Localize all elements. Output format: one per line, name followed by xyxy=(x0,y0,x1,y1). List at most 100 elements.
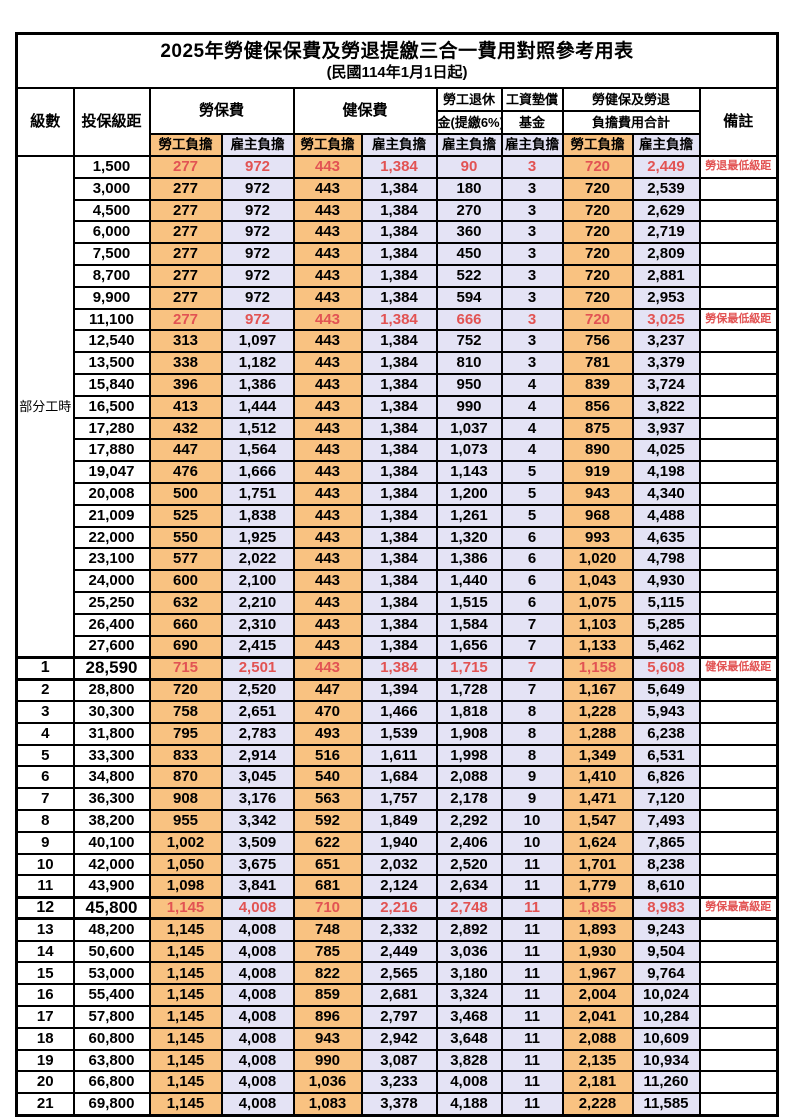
cell-total-employer: 7,493 xyxy=(631,808,701,833)
cell-salary-bracket: 33,300 xyxy=(72,743,151,768)
cell-level: 20 xyxy=(15,1070,75,1095)
table-title-cell: 2025年勞健保保費及勞退提繳三合一費用對照參考用表 (民國114年1月1日起) xyxy=(15,32,779,89)
cell-remark xyxy=(698,765,779,790)
cell-salary-bracket: 7,500 xyxy=(72,242,151,266)
cell-level: 7 xyxy=(15,787,75,811)
cell-wage-fund-employer: 4 xyxy=(500,394,564,419)
cell-remark: 健保最低級距 xyxy=(698,655,779,681)
col-header-salary-bracket: 投保級距 xyxy=(72,87,151,157)
cell-labor-employee: 277 xyxy=(148,176,223,201)
cell-wage-fund-employer: 11 xyxy=(500,983,564,1008)
cell-labor-employee: 1,002 xyxy=(148,830,223,855)
cell-salary-bracket: 31,800 xyxy=(72,721,151,746)
cell-health-employee: 443 xyxy=(292,416,363,441)
cell-salary-bracket: 4,500 xyxy=(72,198,151,223)
cell-health-employer: 2,565 xyxy=(360,961,438,986)
table-row: 26,400 660 2,310 443 1,384 1,584 7 1,103 5,285 xyxy=(17,612,779,637)
cell-total-employee: 720 xyxy=(561,263,634,288)
cell-total-employee: 890 xyxy=(561,438,634,463)
cell-salary-bracket: 45,800 xyxy=(72,895,151,921)
level-group-cell: 部分工時 xyxy=(15,154,75,659)
cell-labor-employer: 1,666 xyxy=(220,460,295,484)
cell-health-employer: 1,611 xyxy=(360,743,438,768)
cell-health-employee: 443 xyxy=(292,612,363,637)
cell-pension-employer: 810 xyxy=(435,351,503,375)
cell-salary-bracket: 3,000 xyxy=(72,176,151,201)
cell-pension-employer: 522 xyxy=(435,263,503,288)
cell-salary-bracket: 55,400 xyxy=(72,983,151,1008)
table-row: 18 60,800 1,145 4,008 943 2,942 3,648 11 2,088 10… xyxy=(15,1026,779,1051)
cell-wage-fund-employer: 6 xyxy=(500,590,564,615)
table-row: 24,000 600 2,100 443 1,384 1,440 6 1,043 4,930 xyxy=(17,569,779,593)
cell-total-employer: 3,379 xyxy=(631,351,701,375)
cell-salary-bracket: 1,500 xyxy=(72,155,151,179)
cell-remark xyxy=(698,242,779,266)
cell-health-employee: 443 xyxy=(292,503,363,528)
cell-pension-employer: 1,998 xyxy=(435,743,503,768)
cell-wage-fund-employer: 8 xyxy=(500,743,564,768)
subheader-total-employee: 勞工負擔 xyxy=(561,133,634,157)
cell-total-employee: 2,004 xyxy=(561,983,634,1008)
cell-health-employee: 785 xyxy=(292,939,363,964)
cell-salary-bracket: 8,700 xyxy=(72,263,151,288)
table-row: 17,280 432 1,512 443 1,384 1,037 4 875 3,937 xyxy=(17,416,779,441)
cell-wage-fund-employer: 3 xyxy=(500,155,564,179)
cell-labor-employee: 396 xyxy=(148,372,223,397)
cell-remark xyxy=(698,525,779,550)
cell-labor-employer: 972 xyxy=(220,263,295,288)
cell-wage-fund-employer: 11 xyxy=(500,895,564,921)
premium-reference-table: 2025年勞健保保費及勞退提繳三合一費用對照參考用表 (民國114年1月1日起)… xyxy=(15,32,780,1117)
cell-labor-employer: 4,008 xyxy=(220,895,295,921)
cell-remark xyxy=(698,699,779,724)
cell-health-employee: 443 xyxy=(292,220,363,245)
table-row: 12 45,800 1,145 4,008 710 2,216 2,748 11 1,855 8,… xyxy=(15,895,779,921)
cell-total-employer: 3,822 xyxy=(631,394,701,419)
cell-total-employee: 856 xyxy=(561,394,634,419)
table-row: 21,009 525 1,838 443 1,384 1,261 5 968 4,488 xyxy=(17,503,779,528)
cell-labor-employer: 3,841 xyxy=(220,874,295,899)
cell-remark xyxy=(698,460,779,484)
cell-labor-employer: 1,512 xyxy=(220,416,295,441)
cell-wage-fund-employer: 3 xyxy=(500,351,564,375)
cell-total-employer: 11,260 xyxy=(631,1070,701,1095)
cell-total-employer: 4,340 xyxy=(631,481,701,506)
table-row: 7,500 277 972 443 1,384 450 3 720 2,809 xyxy=(17,242,779,266)
cell-labor-employee: 500 xyxy=(148,481,223,506)
cell-level: 18 xyxy=(15,1026,75,1051)
cell-health-employer: 1,384 xyxy=(360,372,438,397)
cell-total-employee: 720 xyxy=(561,176,634,201)
cell-remark xyxy=(698,438,779,463)
table-row: 16,500 413 1,444 443 1,384 990 4 856 3,822 xyxy=(17,394,779,419)
cell-health-employer: 2,216 xyxy=(360,895,438,921)
cell-wage-fund-employer: 3 xyxy=(500,176,564,201)
cell-wage-fund-employer: 7 xyxy=(500,678,564,702)
cell-health-employee: 443 xyxy=(292,155,363,179)
cell-salary-bracket: 16,500 xyxy=(72,394,151,419)
cell-level: 17 xyxy=(15,1005,75,1029)
cell-labor-employee: 277 xyxy=(148,307,223,332)
table-row: 11 43,900 1,098 3,841 681 2,124 2,634 11 1,779 8,… xyxy=(15,874,779,899)
cell-salary-bracket: 21,009 xyxy=(72,503,151,528)
table-row: 4 31,800 795 2,783 493 1,539 1,908 8 1,288 6,238 xyxy=(15,721,779,746)
cell-total-employer: 9,764 xyxy=(631,961,701,986)
cell-labor-employee: 277 xyxy=(148,285,223,310)
cell-level: 9 xyxy=(15,830,75,855)
cell-pension-employer: 270 xyxy=(435,198,503,223)
cell-total-employer: 8,238 xyxy=(631,852,701,877)
cell-salary-bracket: 27,600 xyxy=(72,634,151,659)
cell-pension-employer: 1,715 xyxy=(435,655,503,681)
cell-total-employee: 1,930 xyxy=(561,939,634,964)
cell-labor-employee: 1,145 xyxy=(148,1048,223,1073)
cell-total-employer: 8,610 xyxy=(631,874,701,899)
cell-wage-fund-employer: 11 xyxy=(500,1005,564,1029)
cell-labor-employer: 1,386 xyxy=(220,372,295,397)
cell-health-employer: 1,384 xyxy=(360,416,438,441)
cell-level: 13 xyxy=(15,917,75,942)
cell-total-employer: 3,025 xyxy=(631,307,701,332)
cell-labor-employer: 3,509 xyxy=(220,830,295,855)
cell-health-employer: 1,940 xyxy=(360,830,438,855)
cell-level: 2 xyxy=(15,678,75,702)
cell-total-employee: 720 xyxy=(561,155,634,179)
cell-pension-employer: 2,634 xyxy=(435,874,503,899)
cell-remark xyxy=(698,612,779,637)
